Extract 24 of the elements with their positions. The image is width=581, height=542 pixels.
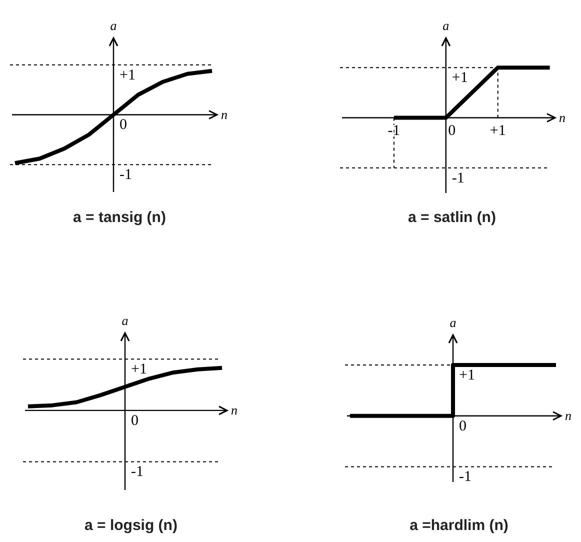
y-tick-label: +1 bbox=[452, 70, 468, 86]
y-tick-label: +1 bbox=[459, 367, 475, 384]
y-tick-label: -1 bbox=[131, 464, 144, 480]
text: a = tansig (n) bbox=[73, 209, 166, 226]
y-tick-label: 0 bbox=[459, 418, 466, 434]
x-axis-title: n bbox=[559, 110, 566, 125]
y-tick-label: 0 bbox=[131, 412, 138, 429]
x-tick-label: +1 bbox=[490, 122, 506, 139]
x-tick-label: -1 bbox=[388, 122, 400, 139]
x-axis-title: n bbox=[565, 408, 572, 423]
y-axis-title: a bbox=[110, 18, 118, 33]
text: a =hardlim (n) bbox=[410, 517, 508, 534]
y-axis-title: a bbox=[442, 18, 450, 33]
text: a = satlin (n) bbox=[408, 209, 496, 226]
y-tick-label: -1 bbox=[120, 167, 132, 184]
y-tick-label: +1 bbox=[131, 362, 147, 378]
y-axis-title: a bbox=[122, 313, 129, 328]
x-axis-title: n bbox=[221, 106, 228, 122]
x-axis-title: n bbox=[231, 402, 238, 418]
y-tick-label: +1 bbox=[120, 67, 136, 84]
y-tick-label: -1 bbox=[452, 170, 464, 186]
y-tick-label: -1 bbox=[459, 469, 472, 486]
text: a = logsig (n) bbox=[84, 517, 178, 534]
y-axis-title: a bbox=[450, 315, 457, 330]
